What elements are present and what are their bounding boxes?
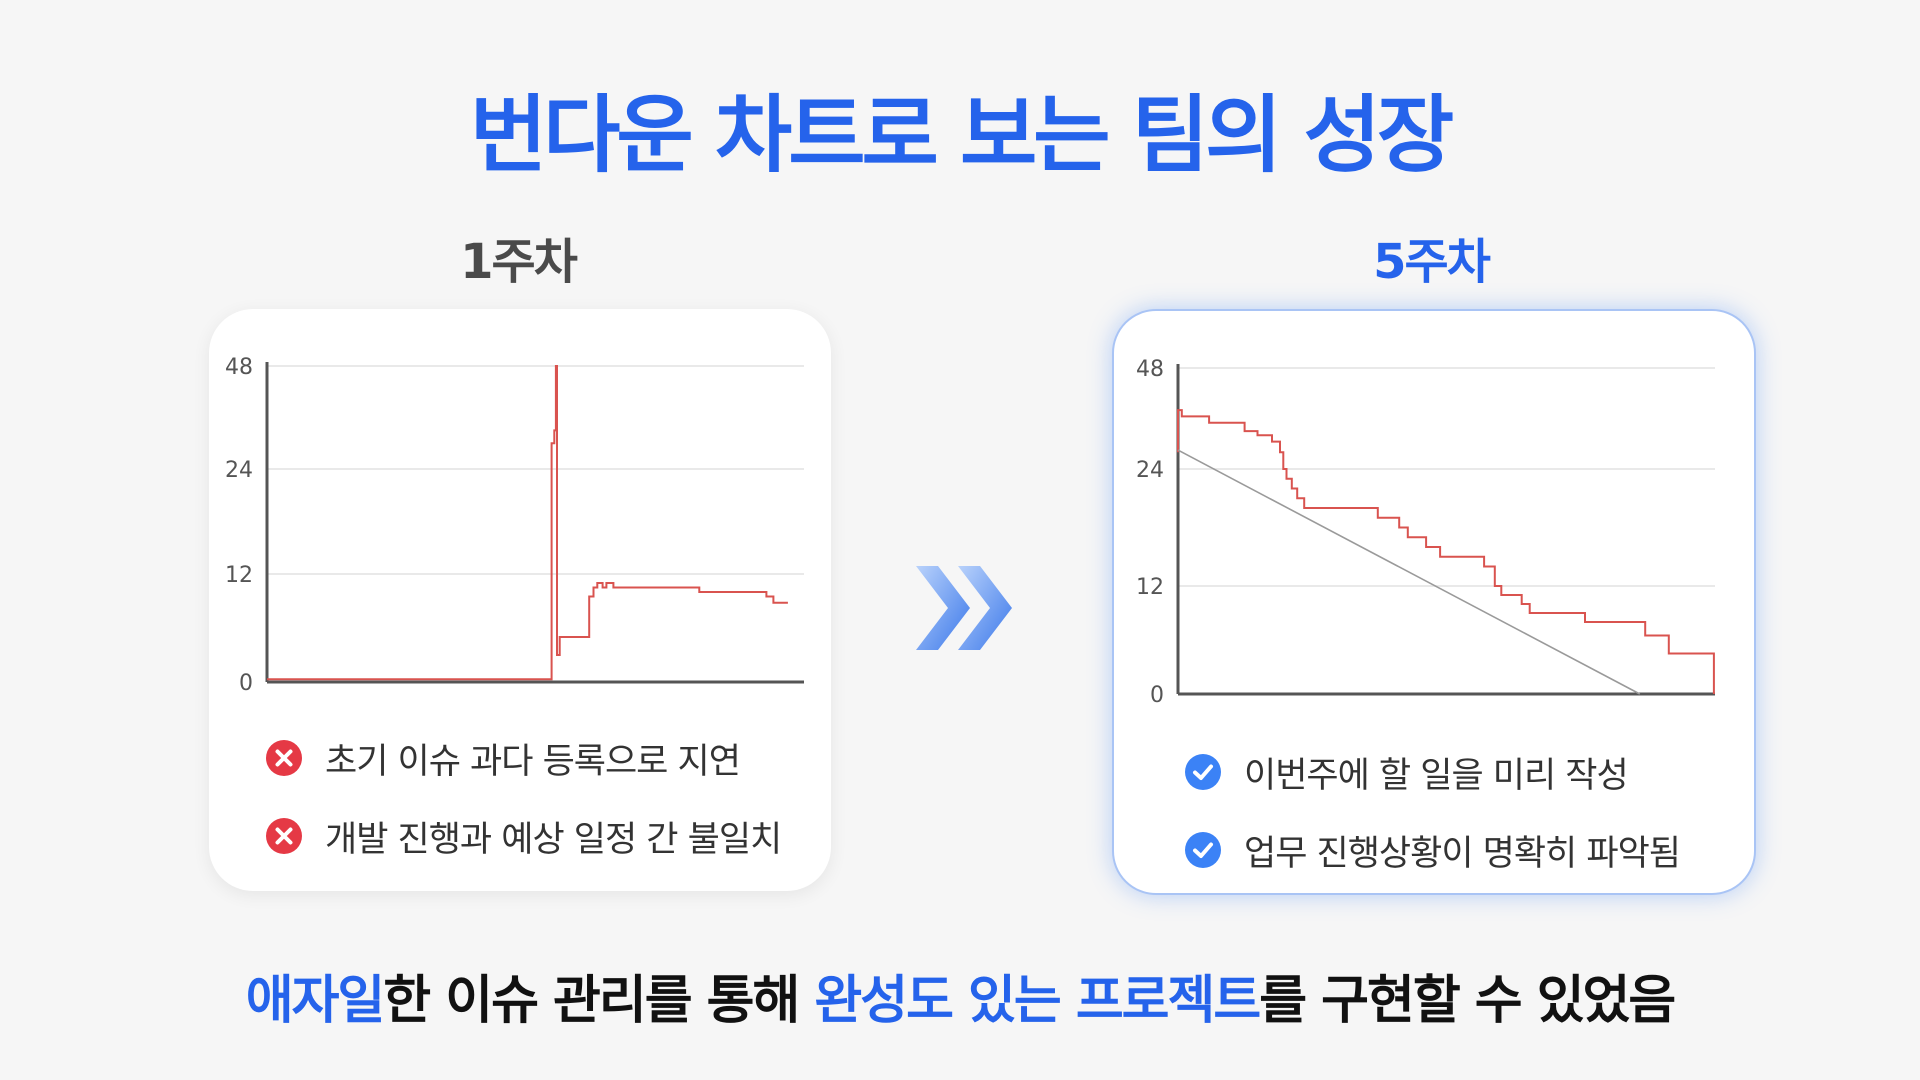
week1-issue-list: 초기 이슈 과다 등록으로 지연 개발 진행과 예상 일정 간 불일치	[265, 719, 782, 875]
footer-summary: 애자일한 이슈 관리를 통해 완성도 있는 프로젝트를 구현할 수 있었음	[0, 958, 1920, 1033]
y-tick-label: 0	[1150, 683, 1164, 708]
page-title: 번다운 차트로 보는 팀의 성장	[469, 86, 1454, 184]
achievement-item: 업무 진행상황이 명확히 파악됨	[1184, 811, 1681, 889]
y-tick-label: 12	[225, 563, 253, 588]
check-circle-icon	[1185, 754, 1221, 790]
y-tick-label: 48	[225, 355, 253, 380]
week5-burndown-chart: 0 12 24 48	[1136, 357, 1715, 708]
week5-card: 0 12 24 48 이번주에 할 일을 미리 작성 업무 진행상황이 명확히 파악됨	[1112, 309, 1756, 895]
footer-text: 한 이슈 관리를 통해	[383, 971, 815, 1031]
footer-text: 를 구현할 수 있었음	[1259, 971, 1676, 1031]
week1-card: 0 12 24 48 초기 이슈 과다 등록으로 지연 개발 진행과 예상 일정 간 …	[209, 309, 831, 891]
issue-item: 개발 진행과 예상 일정 간 불일치	[265, 797, 782, 875]
achievement-text: 업무 진행상황이 명확히 파악됨	[1244, 833, 1681, 874]
week5-label: 5주차	[1373, 234, 1491, 290]
ideal-burndown-line	[1177, 449, 1641, 695]
double-chevron-right-icon	[916, 566, 1012, 650]
week1-label: 1주차	[460, 234, 578, 290]
issue-text: 개발 진행과 예상 일정 간 불일치	[325, 819, 782, 860]
issue-item: 초기 이슈 과다 등록으로 지연	[265, 719, 781, 797]
y-tick-label: 12	[1136, 575, 1164, 600]
y-tick-label: 24	[225, 458, 253, 483]
check-circle-icon	[1185, 832, 1221, 868]
y-tick-label: 48	[1136, 357, 1164, 382]
week1-burndown-chart: 0 12 24 48	[225, 355, 804, 696]
x-circle-icon	[266, 818, 302, 854]
week5-achievement-list: 이번주에 할 일을 미리 작성 업무 진행상황이 명확히 파악됨	[1184, 733, 1681, 889]
actual-burndown-line	[267, 365, 788, 681]
issue-text: 초기 이슈 과다 등록으로 지연	[325, 741, 741, 782]
footer-highlight-project: 완성도 있는 프로젝트	[814, 971, 1261, 1031]
x-circle-icon	[266, 740, 302, 776]
achievement-item: 이번주에 할 일을 미리 작성	[1184, 733, 1680, 811]
achievement-text: 이번주에 할 일을 미리 작성	[1244, 755, 1629, 796]
y-tick-label: 24	[1136, 458, 1164, 483]
y-tick-label: 0	[239, 671, 253, 696]
actual-burndown-line	[1177, 409, 1715, 694]
footer-highlight-agile: 애자일	[245, 971, 386, 1031]
